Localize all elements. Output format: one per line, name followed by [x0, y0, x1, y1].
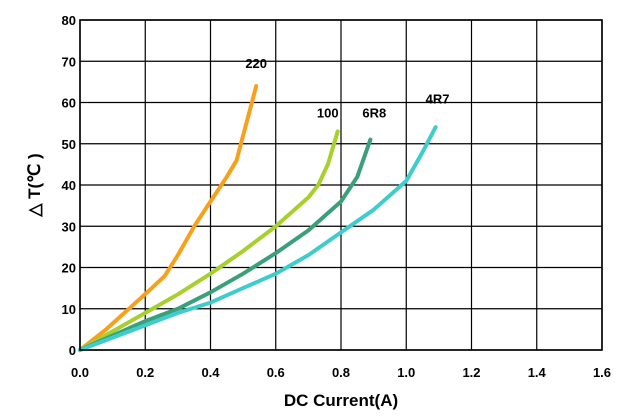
- series-line-6R8: [78, 137, 373, 352]
- x-tick-label: 1.6: [593, 365, 611, 380]
- x-tick-label: 1.2: [462, 365, 480, 380]
- y-tick-label: 70: [62, 54, 76, 69]
- series-label-100: 100: [317, 105, 339, 120]
- plot-frame: [79, 19, 603, 351]
- curves: [78, 84, 438, 352]
- x-tick-label: 0.0: [71, 365, 89, 380]
- x-tick-label: 0.4: [201, 365, 220, 380]
- y-tick-labels: 0 10 20 30 40 50 60 70 80: [62, 13, 76, 358]
- x-tick-label: 0.2: [136, 365, 154, 380]
- grid: [79, 19, 603, 351]
- x-tick-label: 1.4: [528, 365, 547, 380]
- y-tick-label: 10: [62, 302, 76, 317]
- y-tick-label: 50: [62, 137, 76, 152]
- x-tick-label: 0.8: [332, 365, 350, 380]
- y-tick-label: 60: [62, 96, 76, 111]
- x-tick-label: 1.0: [397, 365, 415, 380]
- series-line-220: [78, 84, 259, 352]
- y-tick-label: 30: [62, 219, 76, 234]
- y-tick-label: 40: [62, 178, 76, 193]
- y-tick-label: 0: [69, 343, 76, 358]
- x-tick-label: 0.6: [267, 365, 285, 380]
- series-label-220: 220: [245, 56, 267, 71]
- series-labels: 220 100 6R8 4R7: [245, 56, 449, 121]
- y-tick-label: 20: [62, 261, 76, 276]
- x-axis-title: DC Current(A): [284, 391, 398, 410]
- series-label-6R8: 6R8: [362, 106, 386, 121]
- y-axis-title: △ T(℃ ): [25, 153, 44, 217]
- y-tick-label: 80: [62, 13, 76, 28]
- series-line-4R7: [78, 125, 438, 352]
- x-tick-labels: 0.0 0.2 0.4 0.6 0.8 1.0 1.2 1.4 1.6: [71, 365, 611, 380]
- series-label-4R7: 4R7: [426, 91, 450, 106]
- series-line-100: [78, 129, 340, 352]
